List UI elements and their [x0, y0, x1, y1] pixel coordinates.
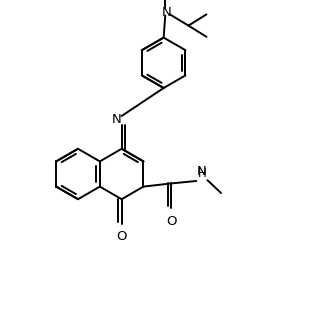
- Text: H: H: [198, 167, 207, 180]
- Text: O: O: [166, 215, 177, 227]
- Text: O: O: [116, 230, 127, 243]
- Text: N: N: [162, 6, 171, 19]
- Text: N: N: [197, 165, 207, 178]
- Text: N: N: [112, 113, 121, 126]
